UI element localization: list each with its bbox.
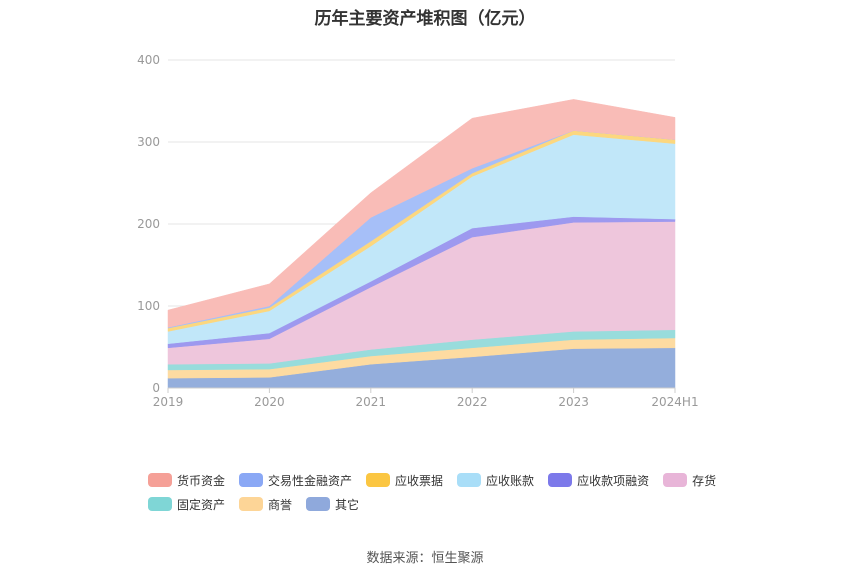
x-tick-label: 2019 (153, 395, 184, 409)
y-tick-label: 0 (152, 381, 160, 395)
legend-swatch (366, 473, 391, 487)
legend-label: 应收款项融资 (577, 473, 650, 488)
legend-label: 货币资金 (177, 473, 226, 488)
legend-item-货币资金[interactable]: 货币资金 (148, 472, 225, 488)
legend-label: 应收账款 (486, 473, 535, 488)
legend-item-交易性金融资产[interactable]: 交易性金融资产 (239, 472, 352, 488)
x-tick-label: 2020 (254, 395, 285, 409)
data-source: 数据来源：恒生聚源 (366, 551, 484, 566)
chart-title: 历年主要资产堆积图（亿元） (314, 9, 536, 29)
stacked-area-chart: 0 100 200 300 400 2019 2020 2021 2022 2023 2024H1 (137, 53, 699, 409)
legend-swatch (306, 497, 331, 511)
legend-label: 其它 (335, 497, 360, 512)
legend-label: 交易性金融资产 (268, 473, 353, 488)
legend-swatch (239, 497, 264, 511)
x-tick-label: 2023 (558, 395, 589, 409)
y-tick-label: 400 (137, 53, 160, 67)
legend-label: 应收票据 (395, 473, 444, 488)
y-tick-label: 300 (137, 135, 160, 149)
y-tick-label: 200 (137, 217, 160, 231)
legend-item-固定资产[interactable]: 固定资产 (148, 496, 225, 512)
x-tick-label: 2021 (356, 395, 387, 409)
x-tick-label: 2024H1 (651, 395, 698, 409)
legend-swatch (239, 473, 264, 487)
legend-swatch (548, 473, 573, 487)
legend-swatch (148, 497, 172, 511)
x-tick-label: 2022 (457, 395, 488, 409)
legend-label: 存货 (692, 473, 717, 488)
legend: 货币资金 交易性金融资产 应收票据 应收账款 应收款项融资 存货 固定资产 商誉… (148, 472, 748, 512)
area-货币资金 (167, 99, 676, 328)
legend-item-商誉[interactable]: 商誉 (239, 496, 292, 512)
legend-swatch (457, 473, 482, 487)
legend-item-应收款项融资[interactable]: 应收款项融资 (548, 472, 649, 488)
legend-item-应收账款[interactable]: 应收账款 (457, 472, 534, 488)
legend-swatch (148, 473, 172, 487)
legend-label: 固定资产 (177, 497, 226, 512)
legend-swatch (663, 473, 688, 487)
y-tick-label: 100 (137, 299, 160, 313)
legend-label: 商誉 (268, 497, 293, 512)
legend-item-应收票据[interactable]: 应收票据 (366, 472, 443, 488)
legend-item-其它[interactable]: 其它 (306, 496, 359, 512)
legend-item-存货[interactable]: 存货 (663, 472, 716, 488)
